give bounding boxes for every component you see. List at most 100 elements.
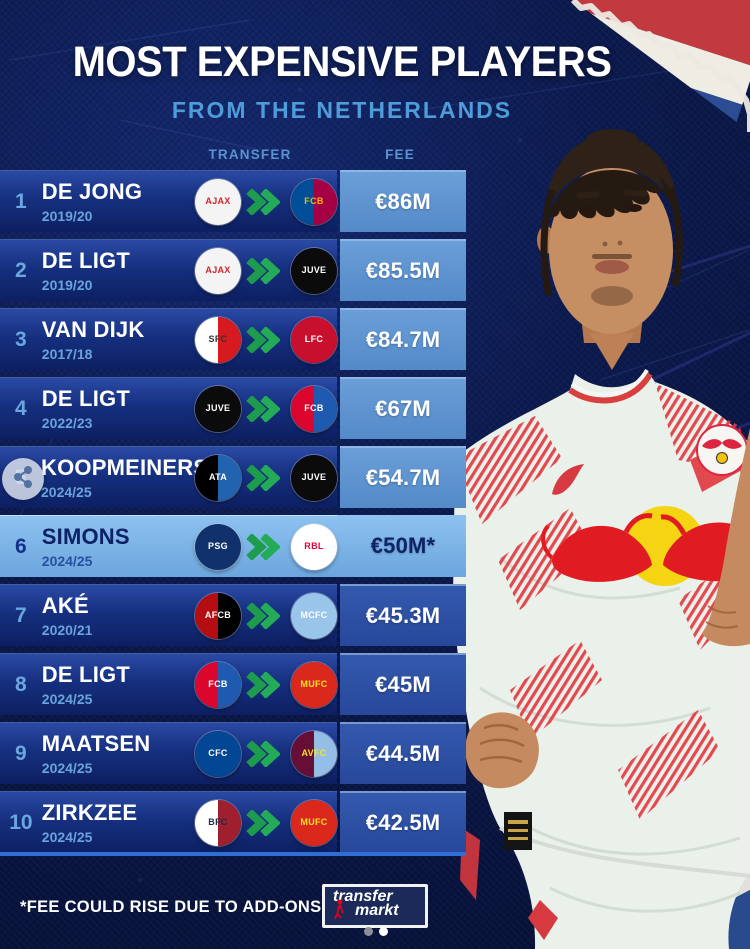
fee-cell: €45M [340,653,466,715]
transfer-season: 2020/21 [41,622,93,638]
table-row: 9 MAATSEN 2024/25 CFC AVFC €44.5M [0,722,466,784]
column-header-transfer: TRANSFER [208,147,292,162]
transfer-arrow-icon [246,602,280,629]
fee-footnote: *FEE COULD RISE DUE TO ADD-ONS [20,898,322,916]
player-name: DE LIGT [41,248,130,273]
transfer-arrow-icon [246,257,280,284]
red-bull-emblem [541,506,750,586]
rank: 4 [15,396,27,420]
puma-logo [552,464,584,495]
to-club-badge: FCB [291,178,337,225]
transfer-season: 2024/25 [41,829,93,845]
table-row: 8 DE LIGT 2024/25 FCB MUFC €45M [0,653,466,715]
player-name: AKÉ [41,593,89,618]
fee-cell: €86M [340,170,466,232]
player-name: DE LIGT [41,662,130,687]
transfer-season: 2024/25 [41,553,93,569]
transfermarkt-logo: transfer markt [322,884,428,928]
face-features [576,189,648,306]
from-club-badge: AJAX [195,247,241,294]
table-row: 1 DE JONG 2019/20 AJAX FCB €86M [0,170,466,232]
from-club-badge: ATA [195,454,241,501]
to-club-badge: JUVE [291,247,337,294]
transfer-arrow-icon [246,395,280,422]
transfer-arrow-icon [246,533,280,560]
to-club-badge: AVFC [291,730,337,777]
table-row: 4 DE LIGT 2022/23 JUVE FCB €67M [0,377,466,439]
player-name: MAATSEN [41,731,151,756]
fee-cell: €85.5M [340,239,466,301]
rank: 2 [15,258,27,282]
from-club-badge: AFCB [195,592,241,639]
from-club-badge: BFC [195,799,241,846]
transfer-arrow-icon [246,671,280,698]
player-name: SIMONS [41,524,130,549]
to-club-badge: JUVE [291,454,337,501]
transfer-season: 2022/23 [41,415,93,431]
from-club-badge: FCB [195,661,241,708]
table-row: 7 AKÉ 2020/21 AFCB MCFC €45.3M [0,584,466,646]
from-club-badge: CFC [195,730,241,777]
to-club-badge: RBL [291,523,337,570]
to-club-badge: FCB [291,385,337,432]
player-name: VAN DIJK [41,317,145,342]
to-club-badge: MUFC [291,799,337,846]
fee-cell: €50M* [370,533,436,558]
player-name: ZIRKZEE [41,800,138,825]
puma-shorts-tag [504,812,532,850]
rb-leipzig-crest [696,424,748,476]
to-club-badge: MUFC [291,661,337,708]
transfer-arrow-icon [246,809,280,836]
fee-cell: €42.5M [340,791,466,853]
table-row: 3 VAN DIJK 2017/18 SFC LFC €84.7M [0,308,466,370]
from-club-badge: PSG [195,523,241,570]
to-club-badge: LFC [291,316,337,363]
from-club-badge: SFC [195,316,241,363]
carousel-pagination [364,927,388,936]
transfer-arrow-icon [246,740,280,767]
torn-dutch-flag [570,0,750,132]
rank: 6 [15,534,27,558]
transfer-season: 2017/18 [41,346,93,362]
rank: 9 [15,741,27,765]
player-name: DE LIGT [41,386,130,411]
share-icon [12,465,34,494]
from-club-badge: JUVE [195,385,241,432]
table-row: 5 KOOPMEINERS 2024/25 ATA JUVE €54.7M [0,446,466,508]
rank: 7 [15,603,27,627]
page-title: MOST EXPENSIVE PLAYERS [72,38,612,86]
fee-cell: €44.5M [340,722,466,784]
to-club-badge: MCFC [291,592,337,639]
transfer-season: 2024/25 [41,760,93,776]
table-bottom-divider [0,852,466,856]
fee-cell: €67M [340,377,466,439]
fee-cell: €84.7M [340,308,466,370]
rank: 8 [15,672,27,696]
transfer-season: 2024/25 [41,484,92,500]
logo-text-bottom: markt [355,902,399,920]
header: MOST EXPENSIVE PLAYERS FROM THE NETHERLA… [0,38,684,124]
fee-cell: €54.7M [340,446,466,508]
transfer-arrow-icon [246,326,280,353]
transfer-season: 2019/20 [41,208,93,224]
logo-text-top: transfer [333,888,393,905]
fee-cell: €45.3M [340,584,466,646]
table-row: 2 DE LIGT 2019/20 AJAX JUVE €85.5M [0,239,466,301]
transfer-season: 2024/25 [41,691,93,707]
kicking-player-icon [333,899,346,924]
table-row: 10 ZIRKZEE 2024/25 BFC MUFC €42.5M [0,791,466,853]
transfer-arrow-icon [246,188,280,215]
transfer-arrow-icon [246,464,280,491]
page-dot-inactive[interactable] [364,927,373,936]
rank: 3 [15,327,27,351]
column-header-fee: FEE [385,147,415,162]
rank: 1 [15,189,27,213]
page-subtitle: FROM THE NETHERLANDS [171,97,513,123]
share-button[interactable] [2,458,44,500]
transfer-season: 2019/20 [41,277,93,293]
page-dot-active[interactable] [379,927,388,936]
rank: 10 [9,810,33,834]
player-photo [453,129,750,949]
table-row-highlighted: 6 SIMONS 2024/25 PSG RBL €50M* [0,515,466,577]
